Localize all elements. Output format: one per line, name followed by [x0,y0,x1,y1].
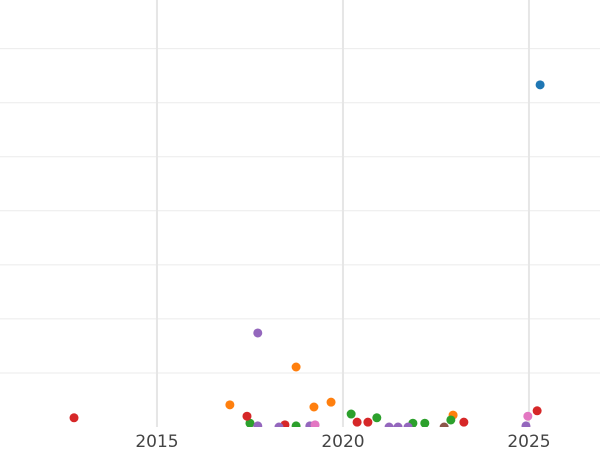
data-point [310,420,320,427]
x-tick-label: 2015 [135,432,178,450]
data-point [274,422,284,427]
data-point [420,418,430,427]
gridlines [0,0,600,427]
data-point [309,402,319,412]
data-point [225,400,235,410]
data-point [253,328,263,338]
data-point [242,411,252,421]
data-point [459,417,469,427]
data-point [69,413,79,423]
data-point [372,413,382,423]
data-point [523,411,533,421]
data-points [69,80,545,427]
data-point [352,417,362,427]
data-point [363,417,373,427]
data-point [521,421,531,427]
data-point [532,406,542,416]
data-point [346,409,356,419]
data-point [291,362,301,372]
x-axis-ticks: 2015 2020 2025 [135,432,550,450]
data-point [384,422,394,427]
x-tick-label: 2020 [321,432,364,450]
x-tick-label: 2025 [507,432,550,450]
data-point [245,418,255,427]
data-point [291,421,301,427]
data-point [535,80,545,90]
data-point [326,397,336,407]
data-point [403,422,413,427]
data-point [393,422,403,427]
data-point [253,421,263,427]
data-point [439,422,449,427]
data-point [446,415,456,425]
